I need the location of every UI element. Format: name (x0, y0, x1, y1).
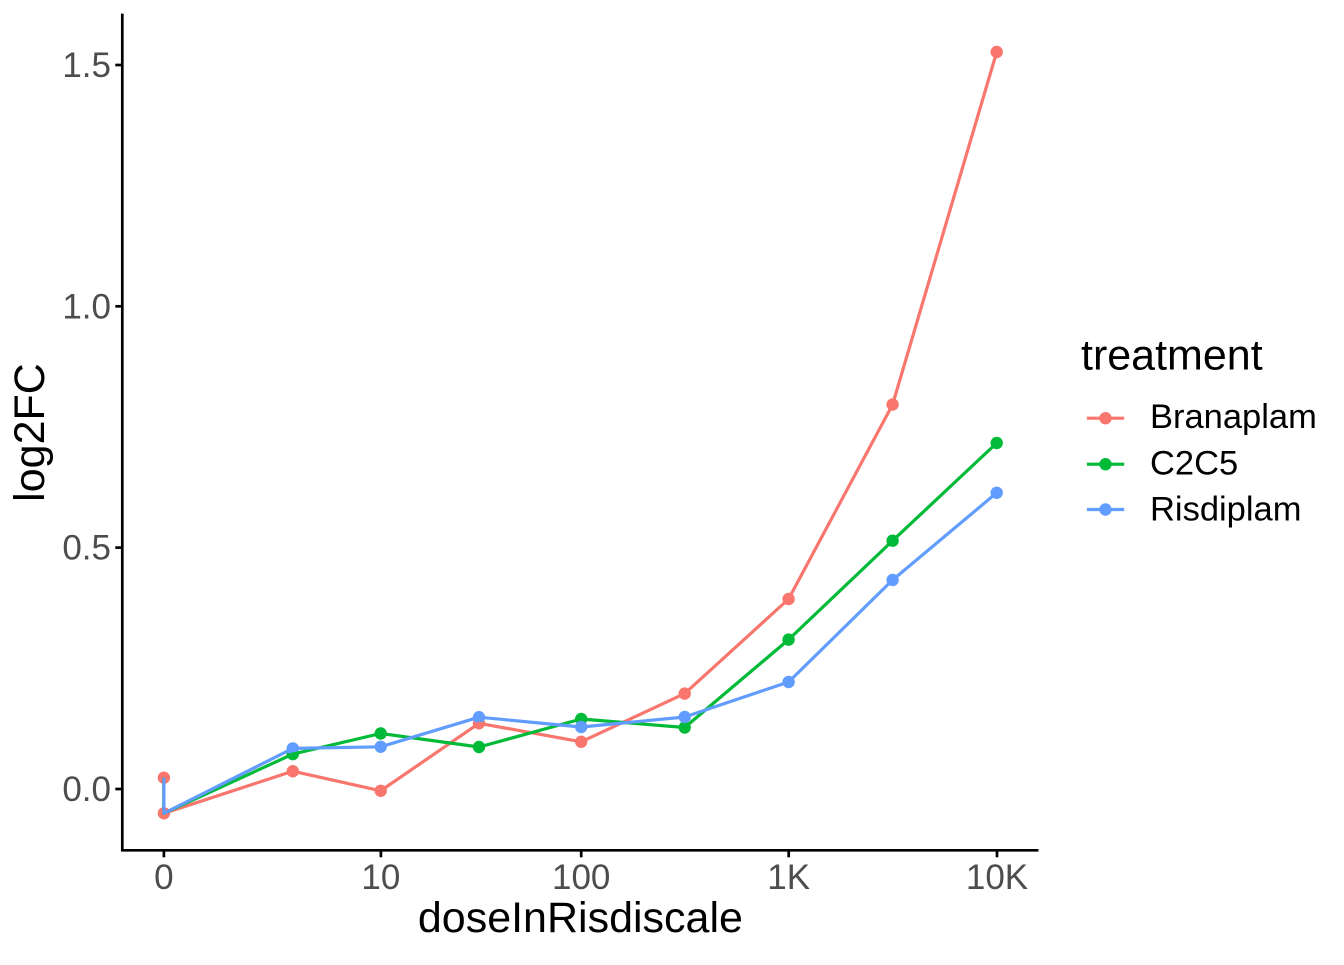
svg-text:Risdiplam: Risdiplam (1150, 490, 1301, 528)
svg-text:1.5: 1.5 (62, 46, 111, 85)
svg-text:10: 10 (361, 858, 400, 897)
svg-text:doseInRisdiscale: doseInRisdiscale (418, 894, 743, 942)
svg-text:10K: 10K (966, 858, 1028, 897)
svg-text:100: 100 (552, 858, 610, 897)
svg-text:1.0: 1.0 (62, 287, 111, 326)
svg-text:treatment: treatment (1081, 332, 1263, 380)
svg-text:C2C5: C2C5 (1150, 444, 1238, 482)
svg-text:log2FC: log2FC (6, 363, 54, 502)
svg-text:0.5: 0.5 (62, 529, 111, 568)
svg-text:0: 0 (154, 858, 173, 897)
svg-text:1K: 1K (767, 858, 810, 897)
svg-text:0.0: 0.0 (62, 770, 111, 809)
svg-text:Branaplam: Branaplam (1150, 398, 1317, 436)
